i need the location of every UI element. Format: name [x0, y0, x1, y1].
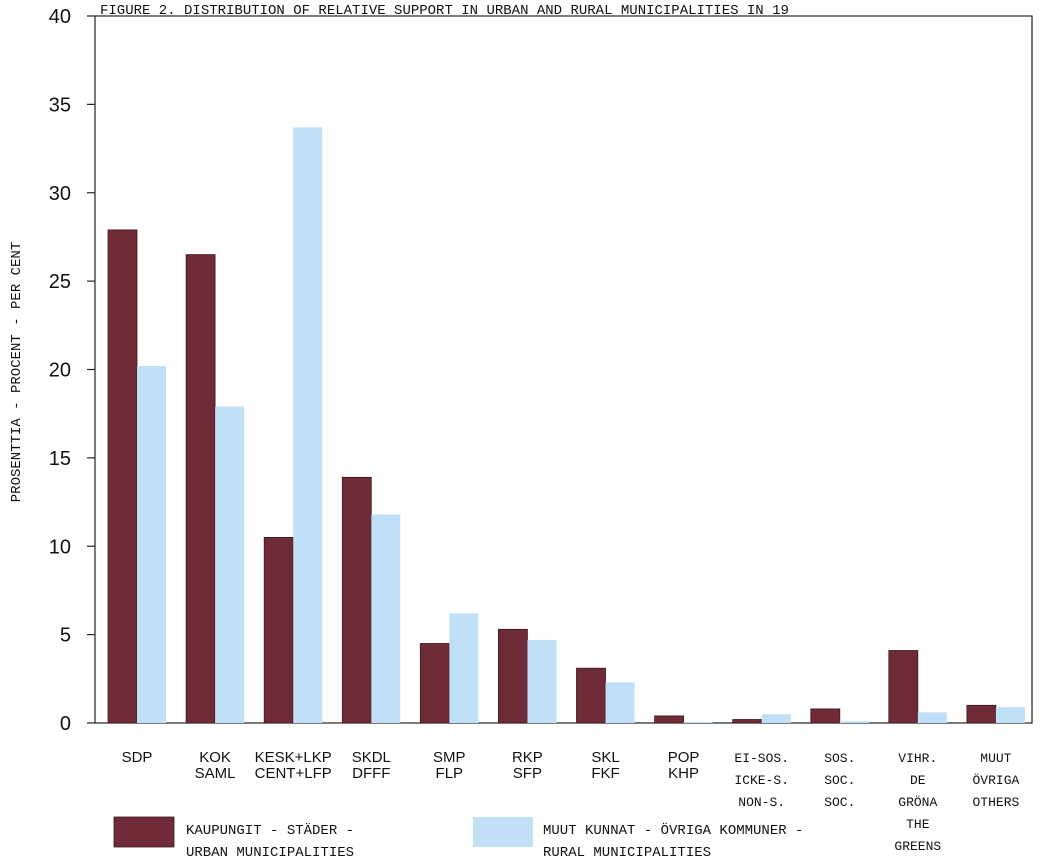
x-category-label: GREENS — [894, 839, 941, 854]
bar-urban — [732, 719, 763, 724]
x-category-label: FKF — [591, 765, 619, 782]
bar-rural — [293, 127, 323, 723]
x-category-label: ICKE-S. — [734, 773, 789, 788]
x-category-label: ÖVRIGA — [972, 773, 1019, 788]
legend: KAUPUNGIT - STÄDER - URBAN MUNICIPALITIES… — [113, 816, 803, 860]
x-category-label: NON-S. — [738, 795, 785, 810]
bar-rural — [449, 613, 479, 723]
x-category-label: SOS. — [824, 751, 855, 766]
legend-label: URBAN MUNICIPALITIES — [186, 845, 354, 860]
bar-urban — [654, 715, 684, 724]
y-axis-label: PROSENTTIA - PROCENT - PER CENT — [9, 242, 25, 502]
chart-title: FIGURE 2. DISTRIBUTION OF RELATIVE SUPPO… — [100, 3, 789, 19]
x-category-label: KESK+LKP — [255, 749, 332, 766]
y-tick-label: 15 — [49, 448, 71, 470]
bar-rural — [917, 712, 947, 723]
bar-urban — [810, 708, 841, 724]
x-category-label: KOK — [199, 749, 231, 766]
bar-urban — [419, 643, 450, 724]
x-category-label: VIHR. — [898, 751, 937, 766]
bars — [107, 127, 1025, 724]
y-tick-label: 35 — [49, 94, 71, 116]
y-tick-label: 20 — [49, 360, 71, 382]
bar-urban — [263, 537, 294, 724]
x-category-label: SFP — [513, 765, 542, 782]
bar-urban — [497, 628, 528, 724]
y-tick-label: 40 — [49, 6, 71, 28]
bar-rural — [683, 722, 713, 723]
x-category-label: CENT+LFP — [255, 765, 332, 782]
x-category-label: SOC. — [824, 795, 855, 810]
x-category-label: SAML — [195, 765, 236, 782]
legend-label: KAUPUNGIT - STÄDER - — [186, 821, 354, 839]
x-category-label: DFFF — [352, 765, 390, 782]
bar-rural — [215, 406, 245, 723]
legend-swatch — [113, 816, 175, 848]
y-tick-label: 10 — [49, 536, 71, 558]
bar-urban — [966, 704, 997, 724]
x-category-label: RKP — [512, 749, 543, 766]
bar-rural — [839, 721, 869, 723]
y-ticks: 0 5 10 15 20 25 30 35 40 — [49, 6, 95, 735]
x-category-label: MUUT — [980, 751, 1011, 766]
x-category-label: SKL — [591, 749, 619, 766]
x-category-label: KHP — [668, 765, 699, 782]
bar-rural — [527, 639, 557, 723]
y-tick-label: 5 — [60, 625, 71, 647]
legend-label: RURAL MUNICIPALITIES — [543, 845, 711, 860]
x-category-label: SKDL — [352, 749, 391, 766]
x-category-label: DE — [910, 773, 926, 788]
bar-urban — [185, 254, 216, 724]
legend-label: MUUT KUNNAT - ÖVRIGA KOMMUNER - — [543, 821, 803, 839]
bar-rural — [371, 514, 401, 723]
legend-swatch — [473, 817, 533, 847]
bar-urban — [888, 650, 919, 724]
x-category-label: SOC. — [824, 773, 855, 788]
y-axis-label-group: PROSENTTIA - PROCENT - PER CENT — [9, 242, 25, 502]
x-category-label: POP — [668, 749, 700, 766]
bar-rural — [995, 707, 1025, 723]
x-category-label: EI-SOS. — [734, 751, 789, 766]
bar-rural — [605, 682, 635, 723]
x-category-label: OTHERS — [972, 795, 1019, 810]
x-category-label: GRÖNA — [898, 795, 937, 810]
bar-urban — [107, 229, 138, 724]
x-category-label: FLP — [436, 765, 464, 782]
x-category-label: SDP — [122, 749, 153, 766]
y-tick-label: 0 — [60, 713, 71, 735]
x-category-label: THE — [906, 817, 930, 832]
bar-rural — [137, 366, 166, 723]
x-category-label: SMP — [433, 749, 466, 766]
y-tick-label: 30 — [49, 183, 71, 205]
bar-rural — [761, 714, 791, 723]
y-tick-label: 25 — [49, 271, 71, 293]
bar-urban — [341, 476, 372, 724]
bar-urban — [576, 667, 606, 724]
